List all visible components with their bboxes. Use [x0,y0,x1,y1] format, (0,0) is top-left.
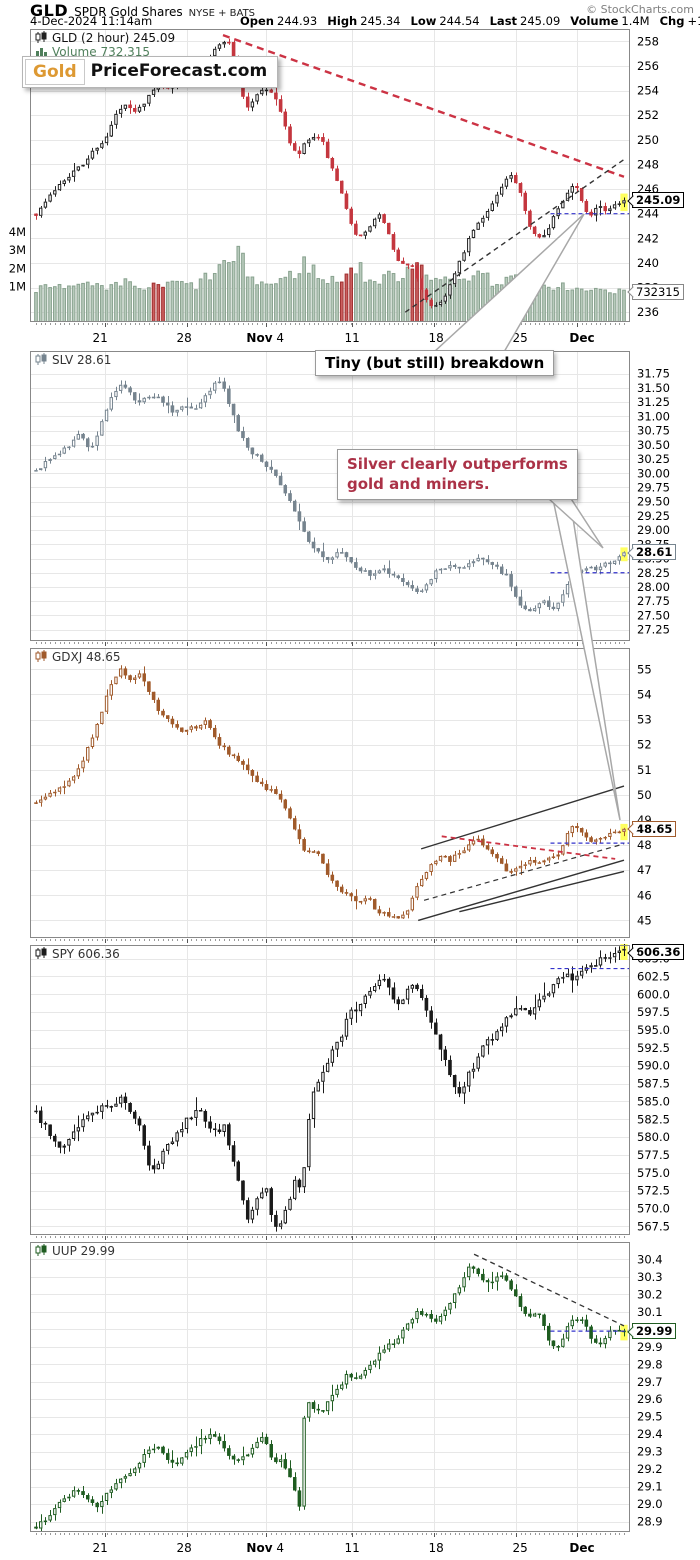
title-row: GLD SPDR Gold Shares NYSE + BATS [30,1,255,20]
candlestick-icon [35,31,47,43]
quote-value-high: 245.34 [360,14,401,28]
callout-silver-line2: gold and miners. [347,475,490,494]
spy-legend-text: SPY 606.36 [52,946,120,961]
x-tick-21: 21 [92,1541,108,1555]
candlestick-icon [35,1244,47,1256]
gld-last-price-tag: 245.09 [626,192,685,209]
gdxj-last-price-value: 48.65 [636,821,673,836]
gdxj-legend-symbol: GDXJ 48.65 [35,649,121,664]
x-tick-21: 21 [92,331,108,345]
spy-legend: SPY 606.36 [35,947,120,961]
callout-silver-line1: Silver clearly outperforms [347,455,568,473]
x-tick-dec: Dec [569,331,595,345]
x-tick-11: 11 [344,331,360,345]
ticker-name: SPDR Gold Shares [74,5,183,19]
x-tick-11: 11 [344,1541,360,1555]
gld-legend-volume-text: Volume 732,315 [52,44,151,59]
watermark-brand: Gold [25,59,85,85]
quote-label-volume: Volume [570,14,619,28]
quote-row: 4-Dec-2024 11:14am Open 244.93 High 245.34 Lo… [30,14,700,28]
quote-value-chg: +1.16 (+0.48%) [687,14,700,28]
stockcharts-copyright: © StockCharts.com [586,3,694,16]
quote-label-open: Open [240,14,274,28]
x-tick-28: 28 [176,1541,192,1555]
panel-gdxj: GDXJ 48.65 48.65 [0,647,700,944]
quote-label-last: Last [489,14,518,28]
callout-silver: Silver clearly outperforms gold and mine… [337,449,578,500]
uup-last-price-value: 29.99 [636,1324,673,1339]
x-tick-18: 18 [428,331,444,345]
quote-label-high: High [327,14,358,28]
slv-legend-symbol: SLV 28.61 [35,352,112,367]
x-tick-25: 25 [512,1541,528,1555]
slv-legend-text: SLV 28.61 [52,352,112,367]
quote-value-open: 244.93 [277,14,318,28]
spy-legend-symbol: SPY 606.36 [35,946,120,961]
uup-legend-symbol: UUP 29.99 [35,1243,115,1258]
x-tick-nov-4: Nov 4 [246,1541,284,1555]
gld-legend-symbol: GLD (2 hour) 245.09 [35,30,176,45]
gdxj-legend-text: GDXJ 48.65 [52,649,121,664]
watermark-site: PriceForecast.com [90,61,268,81]
panel-spy: SPY 606.36 606.36 [0,944,700,1241]
exchange-label: NYSE + BATS [188,8,256,19]
x-tick-28: 28 [176,331,192,345]
gld-volume-tag: 732315 [626,283,684,300]
quote-value-volume: 1.4M [621,14,650,28]
quote-label-chg: Chg [659,14,685,28]
callout-breakdown-text: Tiny (but still) breakdown [325,354,545,372]
quote-datetime: 4-Dec-2024 11:14am [30,14,153,28]
x-tick-dec: Dec [569,1541,595,1555]
x-axis-lower: 21 28 Nov 4 11 18 25 Dec [0,1538,700,1560]
x-tick-25: 25 [512,331,528,345]
uup-chart-canvas [0,1241,700,1538]
quote-label-low: Low [410,14,437,28]
callout-breakdown: Tiny (but still) breakdown [315,350,555,376]
gld-legend: GLD (2 hour) 245.09 Volume 732,315 [35,31,175,59]
spy-last-price-value: 606.36 [636,945,681,959]
gdxj-chart-canvas [0,647,700,944]
uup-legend-text: UUP 29.99 [52,1243,115,1258]
slv-last-price-value: 28.61 [636,545,673,560]
x-tick-nov-4: Nov 4 [246,331,284,345]
gdxj-last-price-tag: 48.65 [626,820,677,837]
slv-legend: SLV 28.61 [35,353,111,367]
x-tick-18: 18 [428,1541,444,1555]
quote-strip: Open 244.93 High 245.34 Low 244.54 Last 245.09 V… [230,14,700,28]
panel-uup: UUP 29.99 29.99 [0,1241,700,1538]
x-axis-upper: 21 28 Nov 4 11 18 25 Dec [0,328,700,350]
gld-legend-text: GLD (2 hour) 245.09 [52,30,176,45]
uup-legend: UUP 29.99 [35,1244,115,1258]
gld-last-price-value: 245.09 [636,193,681,208]
chart-header: GLD SPDR Gold Shares NYSE + BATS © StockCh… [0,0,700,28]
candlestick-icon [35,650,47,662]
gld-volume-tag-value: 732315 [636,284,680,299]
spy-last-price-tag: 606.36 [626,944,685,960]
quote-value-last: 245.09 [520,14,561,28]
chart-panels: GLD (2 hour) 245.09 Volume 732,315 245.09 7… [0,28,700,1560]
spy-chart-canvas [0,944,700,1241]
ticker-symbol: GLD [30,1,69,20]
volume-bars-icon [36,48,47,57]
gld-legend-volume: Volume 732,315 [35,44,175,59]
gdxj-legend: GDXJ 48.65 [35,650,120,664]
uup-last-price-tag: 29.99 [626,1323,677,1340]
slv-last-price-tag: 28.61 [626,544,677,561]
site-watermark: Gold PriceForecast.com [22,56,279,88]
quote-value-low: 244.54 [439,14,480,28]
candlestick-icon [35,947,47,959]
candlestick-icon [35,353,47,365]
